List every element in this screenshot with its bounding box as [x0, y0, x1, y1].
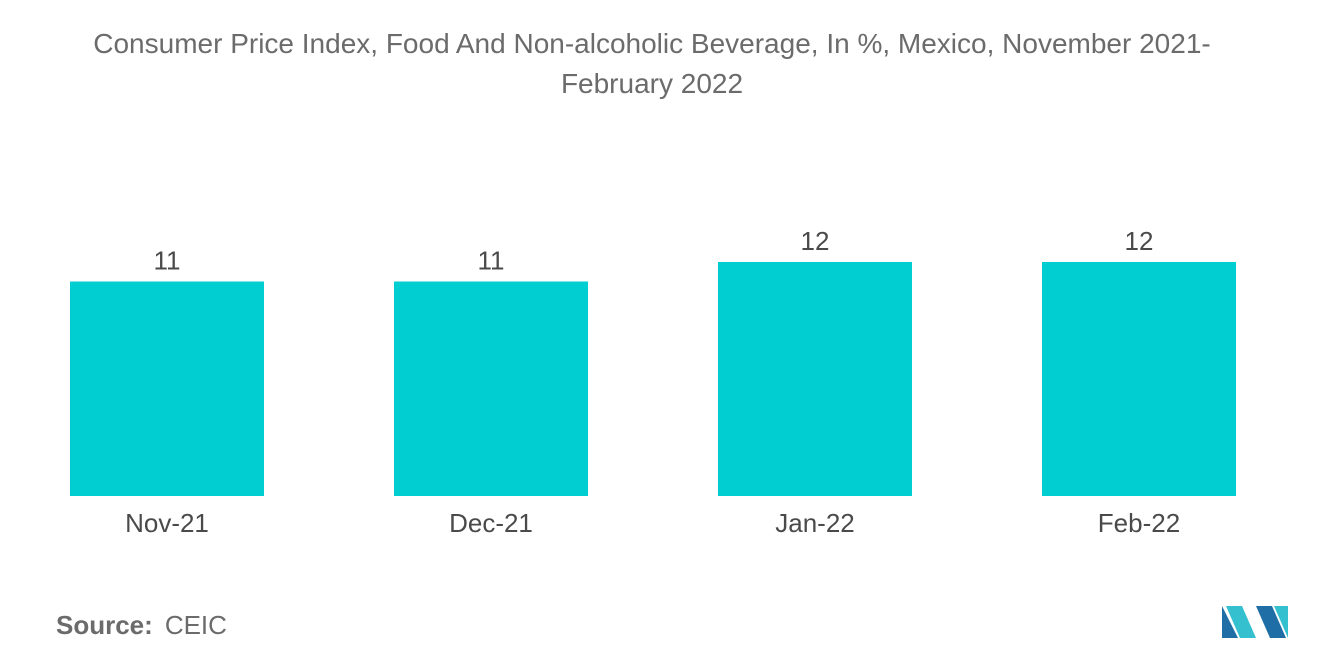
data-label-feb-22: 12 [1125, 226, 1154, 256]
source-label: Source: [56, 610, 153, 640]
chart-title: Consumer Price Index, Food And Non-alcoh… [93, 28, 1211, 99]
x-axis-ticks: Nov-21 Dec-21 Jan-22 Feb-22 [125, 508, 1180, 538]
bar-feb-22 [1042, 262, 1236, 496]
x-tick-label-nov-21: Nov-21 [125, 508, 209, 538]
x-tick-label-jan-22: Jan-22 [775, 508, 855, 538]
bars-group [70, 262, 1236, 496]
bar-labels-group: 11 11 12 12 [154, 226, 1154, 276]
mordor-intelligence-logo-icon [1222, 606, 1288, 638]
source-note: Source: CEIC [56, 610, 227, 641]
bar-dec-21 [394, 281, 588, 496]
data-label-nov-21: 11 [154, 246, 181, 276]
data-label-jan-22: 12 [801, 226, 830, 256]
x-tick-label-dec-21: Dec-21 [449, 508, 533, 538]
x-tick-label-feb-22: Feb-22 [1098, 508, 1180, 538]
bar-nov-21 [70, 281, 264, 496]
data-label-dec-21: 11 [478, 246, 505, 276]
source-value: CEIC [164, 610, 227, 640]
bar-jan-22 [718, 262, 912, 496]
